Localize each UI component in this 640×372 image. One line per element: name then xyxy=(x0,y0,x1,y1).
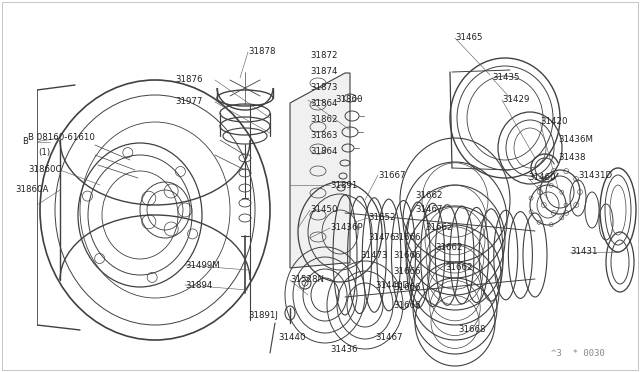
Text: 31876: 31876 xyxy=(175,76,202,84)
Text: ^3  * 0030: ^3 * 0030 xyxy=(551,349,605,358)
Text: 31860A: 31860A xyxy=(15,186,49,195)
Text: 31436: 31436 xyxy=(330,346,358,355)
Text: 31440: 31440 xyxy=(278,334,305,343)
Text: 31666: 31666 xyxy=(393,301,420,310)
Text: 31476: 31476 xyxy=(368,234,396,243)
Text: 31429: 31429 xyxy=(502,96,529,105)
Text: 31860C: 31860C xyxy=(28,166,61,174)
Text: 31431D: 31431D xyxy=(578,170,612,180)
Text: 31977: 31977 xyxy=(175,97,202,106)
Text: 31668: 31668 xyxy=(458,326,486,334)
Text: 31862: 31862 xyxy=(310,115,337,125)
Text: 31436P: 31436P xyxy=(330,224,363,232)
Text: 31662: 31662 xyxy=(445,263,472,273)
Text: 31436M: 31436M xyxy=(558,135,593,144)
Text: 31891: 31891 xyxy=(330,180,357,189)
Text: 31499M: 31499M xyxy=(185,260,220,269)
Text: 31872: 31872 xyxy=(310,51,337,60)
Text: 31435: 31435 xyxy=(492,74,520,83)
Text: 31652: 31652 xyxy=(368,214,396,222)
Text: 31878: 31878 xyxy=(248,48,275,57)
Text: 31662: 31662 xyxy=(415,190,442,199)
Text: 31666: 31666 xyxy=(393,234,420,243)
Text: 31440D: 31440D xyxy=(375,280,409,289)
Text: 31662: 31662 xyxy=(435,244,463,253)
Text: 31528N: 31528N xyxy=(290,276,324,285)
Text: 31438: 31438 xyxy=(558,154,586,163)
Text: 31863: 31863 xyxy=(310,131,337,141)
Text: B 08160-61610: B 08160-61610 xyxy=(28,134,95,142)
Text: 31467: 31467 xyxy=(415,205,442,215)
Text: 31891J: 31891J xyxy=(248,311,278,320)
Text: B: B xyxy=(22,138,28,147)
Polygon shape xyxy=(290,73,350,268)
Text: 31666: 31666 xyxy=(393,267,420,276)
Text: 31465: 31465 xyxy=(455,33,483,42)
Text: 31666: 31666 xyxy=(393,250,420,260)
Text: 31420: 31420 xyxy=(540,118,568,126)
Bar xyxy=(0,75,37,347)
Text: 31667: 31667 xyxy=(378,170,406,180)
Text: 31874: 31874 xyxy=(310,67,337,77)
Text: 31864: 31864 xyxy=(310,99,337,109)
Text: 31873: 31873 xyxy=(310,83,337,93)
Text: 31431: 31431 xyxy=(570,247,598,257)
Text: (1): (1) xyxy=(38,148,50,157)
Text: 31467: 31467 xyxy=(375,334,403,343)
Text: 31450: 31450 xyxy=(310,205,337,215)
Text: 31864: 31864 xyxy=(310,148,337,157)
Text: 31666: 31666 xyxy=(393,283,420,292)
Text: 31860: 31860 xyxy=(335,96,362,105)
Text: 31473: 31473 xyxy=(360,250,387,260)
Text: 31662: 31662 xyxy=(425,224,452,232)
Text: 31460: 31460 xyxy=(528,173,556,183)
Text: 31894: 31894 xyxy=(185,280,212,289)
